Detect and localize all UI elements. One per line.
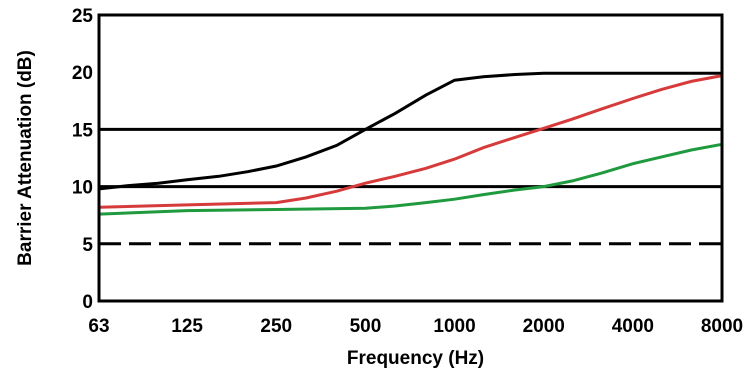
x-tick-label: 2000	[523, 316, 565, 337]
x-tick-label: 4000	[612, 316, 654, 337]
series-line-2	[98, 74, 723, 209]
y-tick-label: 0	[82, 292, 93, 313]
x-tick-labels: 63 125 250 500 1000 2000 4000 8000	[88, 316, 743, 337]
series-layer	[98, 71, 723, 216]
x-tick-label: 500	[350, 316, 382, 337]
x-tick-label: 63	[88, 316, 109, 337]
x-tick-label: 1000	[433, 316, 475, 337]
y-tick-label: 20	[72, 63, 93, 84]
plot-frame	[97, 13, 724, 303]
x-tick-label: 250	[260, 316, 292, 337]
y-tick-label: 15	[72, 120, 94, 141]
y-tick-labels: 0 5 10 15 20 25	[72, 6, 94, 313]
grid-layer	[99, 127, 722, 246]
y-tick-label: 10	[72, 178, 93, 199]
x-tick-label: 125	[171, 316, 203, 337]
y-axis-title: Barrier Attenuation (dB)	[15, 50, 36, 266]
y-tick-label: 5	[82, 235, 93, 256]
series-line-1	[98, 71, 722, 191]
series-line-3	[98, 142, 723, 216]
x-tick-label: 8000	[701, 316, 743, 337]
x-axis-title: Frequency (Hz)	[347, 348, 484, 369]
y-tick-label: 25	[72, 6, 94, 27]
